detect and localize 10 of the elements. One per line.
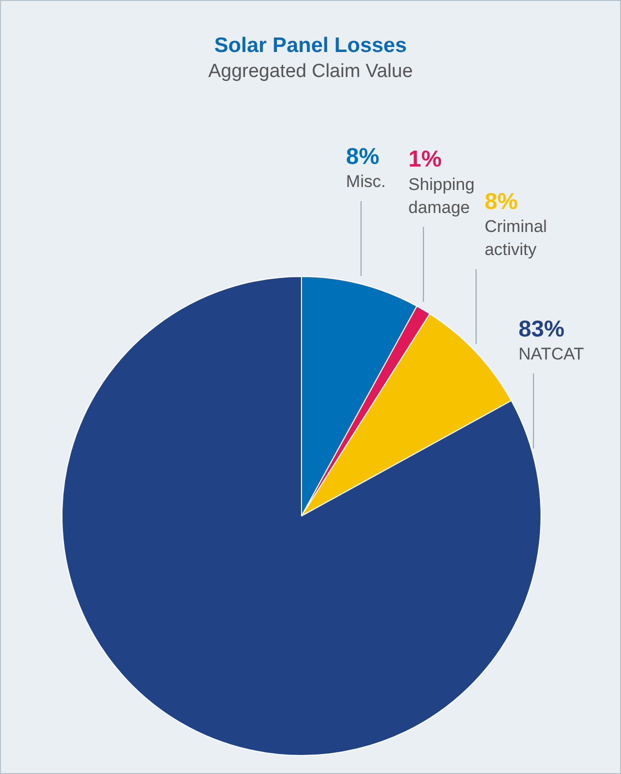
slice-label: Criminal activity xyxy=(484,217,547,260)
data-label: 1% xyxy=(408,146,442,172)
slice-label: Shipping damage xyxy=(408,175,475,218)
data-label: 83% xyxy=(518,315,565,342)
slice-label: NATCAT xyxy=(518,344,584,364)
data-label: 8% xyxy=(346,142,380,169)
slice-label: Misc. xyxy=(346,172,386,192)
data-label: 8% xyxy=(484,188,518,214)
chart-title: Solar Panel Losses xyxy=(213,34,408,58)
chart-subtitle: Aggregated Claim Value xyxy=(207,61,414,83)
